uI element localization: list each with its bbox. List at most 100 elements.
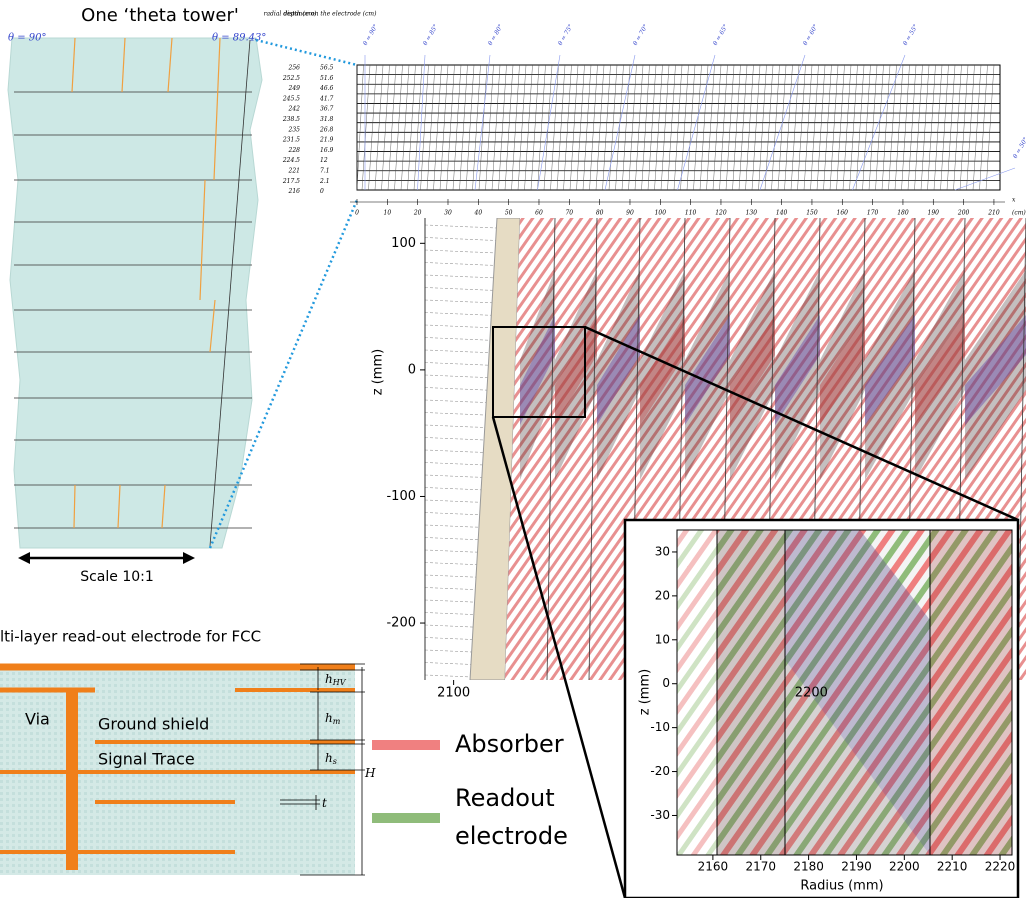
theta-label: θ = 60°	[802, 23, 820, 46]
x-tick-label: 2180	[793, 860, 824, 874]
inset-plot	[625, 520, 1018, 898]
legend: Absorber Readout electrode	[372, 730, 568, 850]
y-axis-label: z (mm)	[371, 349, 386, 395]
y-axis-label: z (mm)	[638, 669, 653, 715]
inset-region	[677, 530, 717, 855]
distance: 2.1	[319, 178, 330, 185]
ground-label: Ground shield	[98, 715, 209, 734]
theta-label: θ = 50°	[1012, 136, 1026, 159]
distance: 41.7	[319, 95, 334, 102]
x-axis-label: Radius (mm)	[800, 879, 883, 894]
legend-label: Absorber	[455, 730, 564, 758]
y-tick-label: 0	[408, 362, 416, 377]
x-tick-label: 2160	[698, 860, 729, 874]
radial-depth: 228	[288, 147, 301, 154]
x-tick-label: 10	[384, 210, 392, 217]
distance: 16.9	[320, 147, 334, 154]
x-unit: (cm)	[1012, 210, 1026, 217]
x-tick-label: 2200	[889, 860, 920, 874]
x-tick-label: 180	[897, 210, 909, 217]
radial-depth: 252.5	[282, 75, 300, 82]
theta-label: θ = 70°	[632, 23, 650, 46]
x-tick-label: 30	[444, 210, 452, 217]
y-tick-label: -20	[650, 764, 670, 778]
distance: 21.9	[319, 137, 334, 144]
dimension-symbol: h	[325, 672, 333, 686]
x-tick-label: 140	[776, 210, 788, 217]
distance: 56.5	[320, 65, 334, 72]
radial-depth: 216	[288, 188, 301, 195]
y-tick-label: 10	[655, 632, 670, 646]
radial-depth: 235	[288, 126, 301, 133]
x-tick-label: 20	[413, 210, 422, 217]
radial-depth: 217.5	[282, 178, 300, 185]
x-tick-label: 60	[535, 210, 543, 217]
dimension-subscript: s	[333, 757, 337, 766]
scale-label: Scale 10:1	[80, 569, 154, 585]
radial-depth: 238.5	[282, 116, 300, 123]
shade	[930, 530, 1012, 855]
x-tick-label: 40	[474, 210, 483, 217]
legend-label: Readout	[455, 784, 555, 812]
tower-title: One ‘theta tower'	[81, 5, 239, 26]
arrow-head	[183, 552, 195, 564]
zoom-line	[256, 40, 357, 65]
y-tick-label: -200	[386, 616, 416, 631]
segmentation-plot	[350, 55, 1015, 205]
x-tick-label: 130	[746, 210, 758, 217]
via-label: Via	[25, 710, 50, 729]
x-tick-label: 210	[987, 210, 1000, 217]
theta-label: θ = 75°	[557, 23, 575, 46]
x-tick-label: 70	[565, 210, 573, 217]
dimension-subscript: m	[333, 717, 341, 726]
column-header: distance on the electrode (cm)	[284, 11, 378, 18]
electrode-diagram	[0, 664, 365, 875]
theta-label: θ = 90°	[8, 33, 46, 44]
distance: 36.7	[320, 106, 334, 113]
dimension-symbol: H	[364, 766, 376, 780]
y-tick-label: -100	[386, 489, 416, 504]
y-tick-label: -30	[650, 808, 670, 822]
distance: 31.8	[320, 116, 334, 123]
shade	[717, 530, 785, 855]
x-tick-label: 2220	[985, 860, 1016, 874]
radial-depth: 231.5	[282, 137, 300, 144]
radial-depth: 249	[288, 85, 301, 92]
theta-tower	[8, 38, 262, 564]
x-axis-label: x	[1012, 197, 1016, 204]
theta-label: θ = 85°	[422, 23, 440, 46]
theta-label: θ = 55°	[902, 23, 920, 46]
distance: 51.6	[320, 75, 334, 82]
x-tick-label: 100	[655, 210, 667, 217]
x-tick-label: 2170	[745, 860, 776, 874]
distance: 0	[320, 188, 324, 195]
legend-label: electrode	[455, 822, 568, 850]
x-tick-label: 2210	[937, 860, 968, 874]
x-tick-label: 2200	[795, 686, 828, 701]
dimension-symbol: h	[325, 711, 333, 725]
radial-depth: 242	[288, 106, 301, 113]
x-tick-label: 0	[355, 210, 359, 217]
dimension-subscript: HV	[332, 678, 347, 687]
legend-swatch	[372, 813, 440, 823]
electrode-title: lti-layer read-out electrode for FCC	[0, 628, 261, 646]
x-tick-label: 150	[806, 210, 818, 217]
dimension-symbol: t	[322, 796, 327, 810]
theta-label: θ = 90°	[362, 23, 380, 46]
legend-swatch	[372, 740, 440, 750]
radial-depth: 224.5	[282, 157, 300, 164]
radial-depth: 256	[288, 65, 301, 72]
x-tick-label: 50	[505, 210, 513, 217]
x-tick-label: 120	[715, 210, 727, 217]
x-tick-label: 200	[957, 210, 970, 217]
signal-label: Signal Trace	[98, 750, 195, 769]
distance: 46.6	[319, 85, 334, 92]
x-tick-label: 110	[685, 210, 697, 217]
dimension-symbol: h	[325, 751, 333, 765]
x-tick-label: 2190	[841, 860, 872, 874]
radial-depth: 245.5	[282, 95, 300, 102]
dimension-label: H	[364, 766, 376, 780]
x-tick-label: 190	[928, 210, 940, 217]
distance: 7.1	[320, 168, 330, 175]
distance: 12	[320, 157, 328, 164]
